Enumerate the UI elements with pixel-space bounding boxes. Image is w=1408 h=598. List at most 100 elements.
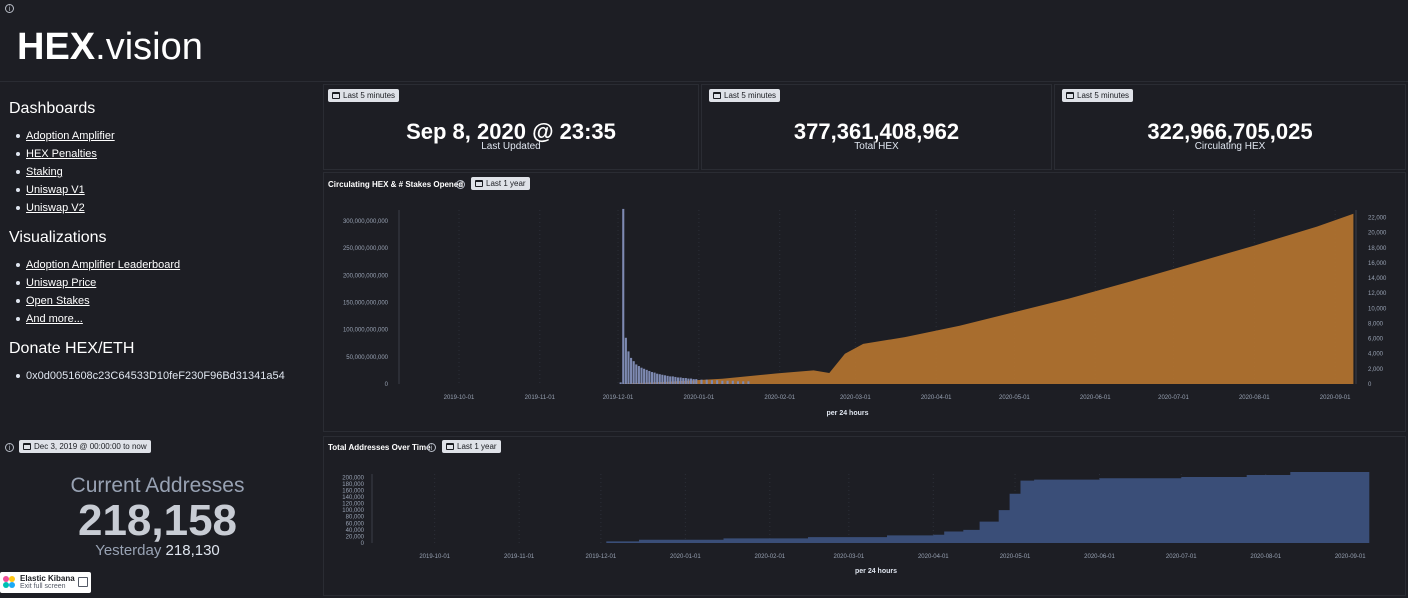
info-icon[interactable]: i [427, 443, 436, 452]
x-tick-label: 2020-04-01 [921, 395, 952, 401]
stakes-opened-bar [653, 372, 656, 384]
dashboards-list: Adoption Amplifier HEX Penalties Staking… [16, 129, 115, 219]
time-range-badge[interactable]: Last 5 minutes [328, 89, 400, 102]
info-icon[interactable]: i [456, 180, 465, 189]
kibana-title: Elastic Kibana [20, 574, 75, 583]
list-item: Staking [16, 165, 115, 183]
donate-heading: Donate HEX/ETH [9, 340, 135, 357]
x-tick-label: 2020-04-01 [918, 554, 949, 560]
list-item: Uniswap V1 [16, 183, 115, 201]
list-item: HEX Penalties [16, 147, 115, 165]
right-tick-label: 20,000 [1368, 231, 1387, 237]
x-tick-label: 2019-11-01 [504, 554, 535, 560]
x-tick-label: 2019-12-01 [603, 395, 634, 401]
list-item: Adoption Amplifier Leaderboard [16, 258, 180, 276]
chart-title: Circulating HEX & # Stakes Opened [328, 180, 464, 189]
fullscreen-exit-icon [78, 577, 88, 587]
x-tick-label: 2020-03-01 [840, 395, 871, 401]
x-tick-label: 2019-10-01 [419, 554, 450, 560]
stakes-opened-bar [671, 376, 674, 384]
x-tick-label: 2019-11-01 [525, 395, 556, 401]
right-tick-label: 18,000 [1368, 246, 1387, 252]
badge-label: Last 5 minutes [343, 91, 396, 100]
stakes-opened-bar [700, 379, 703, 384]
info-icon[interactable]: i [5, 443, 14, 452]
link-hex-penalties[interactable]: HEX Penalties [26, 148, 97, 160]
stakes-opened-bar [674, 376, 677, 384]
link-adoption-amplifier[interactable]: Adoption Amplifier [26, 130, 115, 142]
stakes-opened-bar [645, 369, 648, 384]
stakes-opened-bar [692, 379, 695, 384]
addresses-title: Current Addresses [70, 474, 245, 497]
left-tick-label: 200,000,000,000 [343, 273, 389, 279]
time-range-badge[interactable]: Last 5 minutes [709, 89, 781, 102]
visualizations-list: Adoption Amplifier Leaderboard Uniswap P… [16, 258, 180, 330]
circulating-hex-area [623, 213, 1354, 384]
x-tick-label: 2020-06-01 [1084, 554, 1115, 560]
calendar-icon [23, 443, 31, 450]
link-uniswap-v1[interactable]: Uniswap V1 [26, 184, 85, 196]
info-icon[interactable]: i [5, 4, 14, 13]
time-range-badge[interactable]: Dec 3, 2019 @ 00:00:00 to now [19, 440, 151, 453]
list-item: Adoption Amplifier [16, 129, 115, 147]
link-uniswap-price[interactable]: Uniswap Price [26, 277, 97, 289]
link-open-stakes[interactable]: Open Stakes [26, 295, 90, 307]
x-axis-title: per 24 hours [855, 568, 897, 575]
metric-label: Total HEX [854, 141, 899, 152]
stakes-opened-bar [658, 374, 661, 384]
time-range-badge[interactable]: Last 1 year [442, 440, 501, 453]
stakes-opened-bar [710, 380, 713, 384]
y-tick-label: 40,000 [346, 528, 365, 534]
stakes-opened-bar [666, 375, 669, 384]
x-tick-label: 2020-09-01 [1335, 554, 1366, 560]
time-range-badge[interactable]: Last 5 minutes [1062, 89, 1134, 102]
stakes-opened-bar [656, 373, 659, 384]
right-tick-label: 6,000 [1368, 337, 1384, 343]
right-tick-label: 22,000 [1368, 216, 1387, 222]
x-tick-label: 2020-06-01 [1080, 395, 1111, 401]
y-tick-label: 20,000 [346, 534, 365, 540]
link-staking[interactable]: Staking [26, 166, 63, 178]
list-item: Uniswap V2 [16, 201, 115, 219]
brand-rest: .vision [95, 26, 203, 68]
metric-value: 322,966,705,025 [1147, 119, 1313, 144]
total-addresses-chart: 2019-10-01 2019-11-01 2019-12-01 2020-01-01… [342, 471, 1370, 575]
donate-address: 0x0d0051608c23C64533D10feF230F96Bd31341a… [16, 369, 285, 387]
x-tick-label: 2020-08-01 [1250, 554, 1281, 560]
y-tick-label: 160,000 [342, 488, 364, 494]
metric-total-hex: Last 5 minutes 377,361,408,962 Total HEX [701, 84, 1052, 170]
kibana-exit-fullscreen[interactable]: Elastic Kibana Exit full screen [0, 572, 91, 593]
kibana-action: Exit full screen [20, 583, 66, 590]
calendar-icon [713, 92, 721, 99]
y-tick-label: 80,000 [346, 515, 365, 521]
calendar-icon [332, 92, 340, 99]
time-range-badge[interactable]: Last 1 year [471, 177, 530, 190]
brand-bold: HEX [17, 26, 96, 68]
x-tick-label: 2020-05-01 [999, 395, 1030, 401]
stakes-opened-bar [690, 378, 693, 384]
list-item: Open Stakes [16, 294, 180, 312]
right-tick-label: 0 [1368, 382, 1372, 388]
list-item: Uniswap Price [16, 276, 180, 294]
left-tick-label: 250,000,000,000 [343, 246, 389, 252]
stakes-opened-bar [716, 380, 719, 384]
right-tick-label: 2,000 [1368, 367, 1384, 373]
stakes-opened-bar [624, 337, 627, 384]
left-tick-label: 150,000,000,000 [343, 300, 389, 306]
yesterday-label: Yesterday [95, 542, 162, 559]
x-tick-label: 2020-03-01 [833, 554, 864, 560]
link-and-more[interactable]: And more... [26, 313, 83, 325]
badge-label: Last 1 year [486, 179, 526, 188]
stakes-opened-bar [627, 351, 630, 384]
dashboards-heading: Dashboards [9, 100, 96, 117]
right-tick-label: 14,000 [1368, 276, 1387, 282]
stakes-opened-bar [726, 380, 729, 384]
metric-label: Last Updated [481, 141, 541, 152]
link-adoption-amplifier-leaderboard[interactable]: Adoption Amplifier Leaderboard [26, 259, 181, 271]
stakes-opened-bar [637, 366, 640, 384]
y-tick-label: 200,000 [342, 475, 364, 481]
addresses-panel: i Dec 3, 2019 @ 00:00:00 to now Current … [0, 436, 320, 598]
brand-logo: HEX.vision [17, 26, 203, 69]
stakes-opened-bar [630, 357, 633, 384]
link-uniswap-v2[interactable]: Uniswap V2 [26, 202, 85, 214]
